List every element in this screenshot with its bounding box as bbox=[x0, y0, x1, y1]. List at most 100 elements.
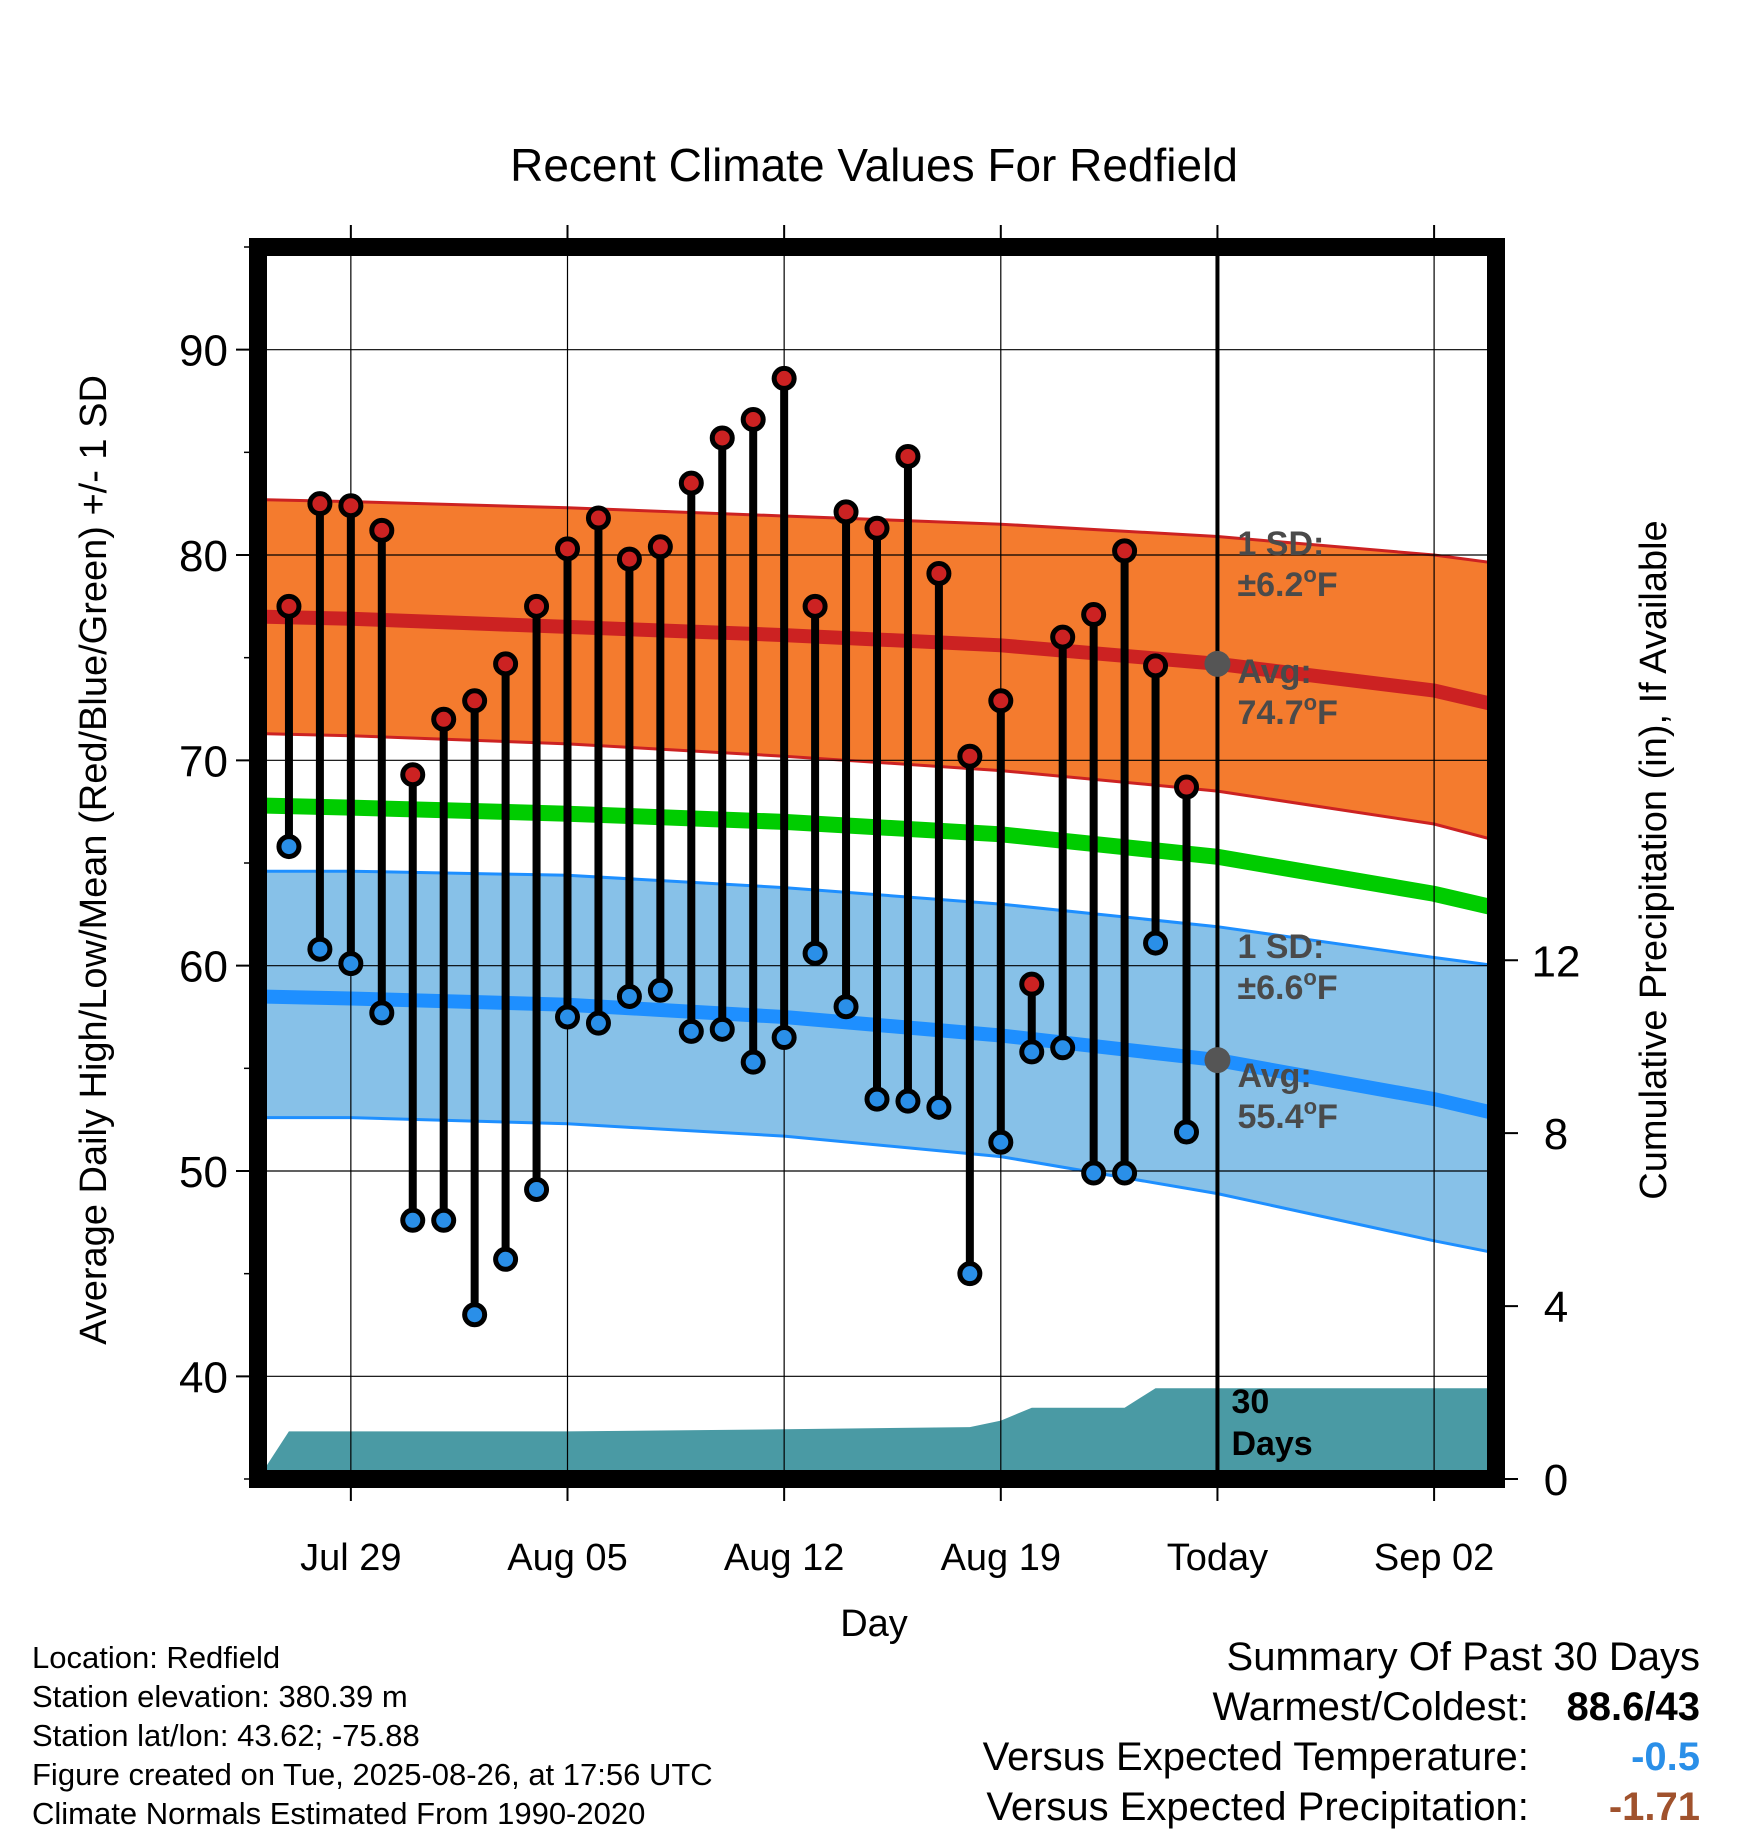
y-tick-label-right: 12 bbox=[1532, 937, 1581, 986]
normal-high-line bbox=[266, 609, 1488, 711]
high-point bbox=[276, 593, 302, 619]
y-tick-label-left: 70 bbox=[179, 737, 228, 786]
high-point bbox=[1143, 653, 1169, 679]
normal-mean-line bbox=[266, 797, 1488, 915]
precip-label: Versus Expected Precipitation: bbox=[986, 1785, 1529, 1829]
low-point bbox=[678, 1018, 704, 1044]
days-label-text: Days bbox=[1231, 1425, 1312, 1463]
summary-panel: Summary Of Past 30 Days Warmest/Coldest:… bbox=[940, 1632, 1700, 1832]
low-point bbox=[709, 1016, 735, 1042]
high-point bbox=[926, 560, 952, 586]
low-point bbox=[400, 1207, 426, 1233]
low-sd-value: ±6.6oF bbox=[1237, 965, 1337, 1007]
today-high-avg-marker bbox=[1204, 650, 1231, 677]
low-point bbox=[555, 1004, 580, 1030]
low-point bbox=[1050, 1035, 1076, 1061]
high-point bbox=[493, 651, 519, 677]
low-point bbox=[895, 1088, 921, 1114]
high-point bbox=[709, 425, 735, 451]
y-tick-label-right: 0 bbox=[1544, 1456, 1568, 1505]
high-point bbox=[957, 743, 983, 769]
high-point bbox=[864, 515, 890, 541]
low-point bbox=[462, 1302, 488, 1328]
low-point bbox=[524, 1176, 550, 1202]
low-point bbox=[926, 1094, 952, 1120]
high-sd-value: ±6.2oF bbox=[1237, 562, 1337, 604]
low-sd-label: 1 SD: bbox=[1237, 928, 1324, 966]
high-point bbox=[400, 762, 426, 788]
high-point bbox=[1112, 538, 1138, 564]
x-tick-label: Aug 19 bbox=[941, 1537, 1061, 1579]
low-point bbox=[802, 940, 828, 966]
low-point bbox=[338, 951, 364, 977]
low-point bbox=[585, 1010, 611, 1036]
y-tick-label-left: 50 bbox=[179, 1148, 228, 1197]
high-point bbox=[771, 365, 797, 391]
high-point bbox=[307, 491, 333, 517]
low-avg-value: 55.4oF bbox=[1237, 1094, 1337, 1136]
x-tick-label: Aug 05 bbox=[507, 1537, 627, 1579]
high-point bbox=[338, 493, 364, 519]
precip-area bbox=[266, 1388, 1488, 1471]
high-point bbox=[895, 443, 921, 469]
high-point bbox=[369, 517, 395, 543]
low-point bbox=[493, 1246, 519, 1272]
elevation-text: Station elevation: 380.39 m bbox=[32, 1679, 408, 1714]
days-label-number: 30 bbox=[1231, 1383, 1269, 1421]
high-point bbox=[585, 505, 611, 531]
high-point bbox=[555, 536, 580, 562]
created-text: Figure created on Tue, 2025-08-26, at 17… bbox=[32, 1757, 713, 1792]
high-point bbox=[1050, 624, 1076, 650]
x-tick-label: Today bbox=[1167, 1537, 1268, 1579]
low-point bbox=[1081, 1160, 1107, 1186]
low-avg-label: Avg: bbox=[1237, 1057, 1311, 1095]
low-point bbox=[988, 1129, 1014, 1155]
latlon-text: Station lat/lon: 43.62; -75.88 bbox=[32, 1718, 420, 1753]
high-point bbox=[740, 406, 766, 432]
low-point bbox=[431, 1207, 457, 1233]
high-avg-label: Avg: bbox=[1237, 653, 1311, 691]
high-point bbox=[1174, 774, 1199, 800]
x-tick-label: Jul 29 bbox=[300, 1537, 401, 1579]
y-axis-label-right: Cumulative Precipitation (in), If Availa… bbox=[1633, 520, 1675, 1199]
today-low-avg-marker bbox=[1204, 1047, 1231, 1074]
low-point bbox=[647, 977, 673, 1003]
warm-cold-value: 88.6/43 bbox=[1566, 1685, 1700, 1729]
normal-low-line bbox=[266, 989, 1488, 1119]
high-sd-label: 1 SD: bbox=[1237, 525, 1324, 563]
low-point bbox=[307, 936, 333, 962]
high-point bbox=[678, 470, 704, 496]
high-point bbox=[988, 688, 1014, 714]
high-point bbox=[1019, 971, 1045, 997]
high-band-lower-edge bbox=[266, 732, 1488, 840]
x-tick-label: Aug 12 bbox=[724, 1537, 844, 1579]
summary-warm-cold: Warmest/Coldest: 88.6/43 bbox=[940, 1682, 1701, 1732]
station-info: Location: Redfield Station elevation: 38… bbox=[32, 1638, 713, 1833]
low-band-lower-edge bbox=[266, 1116, 1488, 1254]
high-avg-value: 74.7oF bbox=[1237, 690, 1337, 732]
low-point bbox=[833, 994, 859, 1020]
y-tick-label-right: 4 bbox=[1544, 1283, 1568, 1332]
low-point bbox=[1143, 930, 1169, 956]
high-point bbox=[431, 706, 457, 732]
low-point bbox=[369, 1000, 395, 1026]
y-tick-label-right: 8 bbox=[1544, 1110, 1568, 1159]
normals-text: Climate Normals Estimated From 1990-2020 bbox=[32, 1796, 646, 1831]
low-point bbox=[1174, 1119, 1199, 1145]
warm-cold-label: Warmest/Coldest: bbox=[1212, 1685, 1529, 1729]
axes: 40 50 60 70 80 90 0 4 8 12 Jul 29 Aug 05 Aug 12 Aug 1… bbox=[179, 225, 1580, 1579]
high-point bbox=[462, 688, 488, 714]
summary-temp: Versus Expected Temperature: -0.5 bbox=[940, 1732, 1700, 1782]
summary-precip: Versus Expected Precipitation: -1.71 bbox=[940, 1782, 1700, 1832]
y-tick-label-left: 60 bbox=[179, 943, 228, 992]
low-point bbox=[740, 1049, 766, 1075]
location-text: Location: Redfield bbox=[32, 1640, 281, 1675]
low-point bbox=[771, 1025, 797, 1051]
precip-value: -1.71 bbox=[1608, 1785, 1700, 1829]
low-band-upper-edge bbox=[266, 869, 1488, 967]
high-point bbox=[616, 546, 642, 572]
high-point bbox=[833, 499, 859, 525]
temperature-markers bbox=[276, 365, 1199, 1328]
